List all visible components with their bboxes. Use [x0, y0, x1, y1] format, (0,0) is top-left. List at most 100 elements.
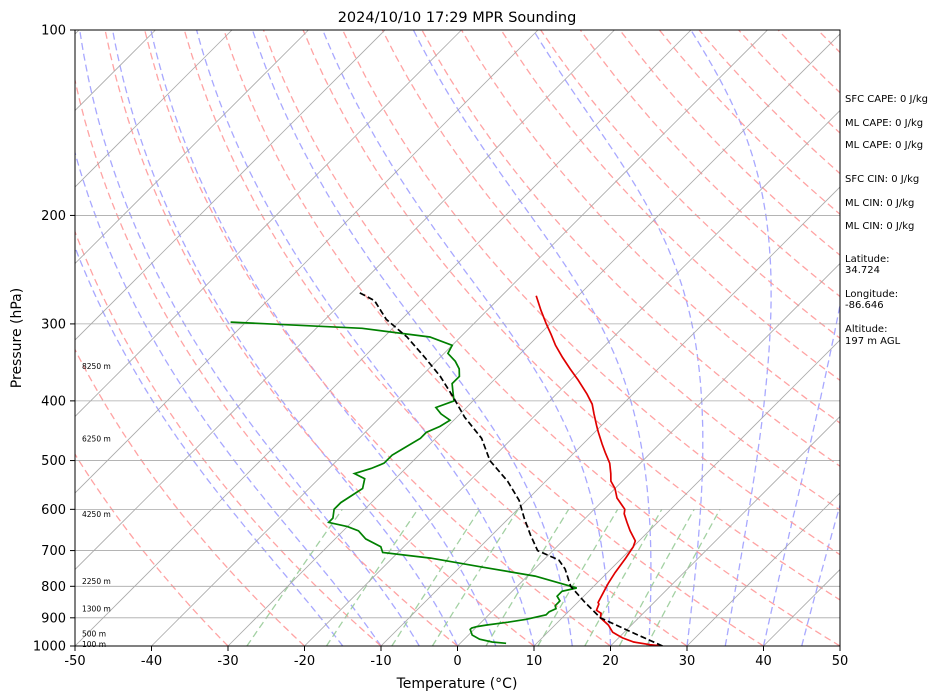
- x-tick-label: 40: [755, 654, 772, 669]
- height-label: 500 m: [82, 630, 106, 639]
- x-tick-label: 10: [526, 654, 543, 669]
- y-axis-ticks: 1000 900 800 700 600 500 400 300 200 100: [33, 24, 75, 655]
- isotherm-line: [227, 33, 840, 646]
- x-tick-label: -10: [370, 654, 391, 669]
- x-tick-label: -40: [141, 654, 162, 669]
- moist-adiabat-line: [150, 30, 497, 646]
- dry-adiabat-line: [223, 30, 764, 646]
- moist-adiabat-line: [75, 150, 382, 646]
- dry-adiabat-line: [540, 30, 840, 340]
- dry-adiabat-line: [262, 30, 840, 646]
- dry-adiabat-line: [183, 30, 688, 646]
- isotherm-line: [75, 30, 462, 418]
- isotherms: [0, 30, 840, 646]
- y-tick-label: 1000: [33, 640, 66, 655]
- dry-adiabat-line: [500, 30, 840, 382]
- dry-adiabats: [75, 30, 840, 646]
- dry-adiabat-line: [75, 77, 458, 646]
- dry-adiabat-line: [579, 30, 840, 298]
- latitude-label: Latitude:: [845, 254, 890, 265]
- moist-adiabat-line: [322, 30, 612, 646]
- moist-adiabat-line: [111, 30, 459, 646]
- moist-adiabat-line: [75, 245, 344, 646]
- stat-sfc-cape: SFC CAPE: 0 J/kg: [845, 94, 928, 105]
- isotherm-line: [151, 30, 768, 646]
- moist-adiabat-line: [690, 30, 772, 646]
- stat-ml-cape: ML CAPE: 0 J/kg: [845, 118, 923, 129]
- height-label: 1300 m: [82, 605, 111, 614]
- isotherm-line: [75, 30, 309, 265]
- stat-sfc-cin: SFC CIN: 0 J/kg: [845, 174, 919, 185]
- plot-frame: [74, 29, 841, 647]
- y-tick-label: 900: [41, 611, 66, 626]
- altitude-value: 197 m AGL: [845, 336, 901, 347]
- dry-adiabat-line: [75, 348, 305, 646]
- isotherm-line: [75, 30, 386, 341]
- stat-ml-cin-2: ML CIN: 0 J/kg: [845, 221, 914, 232]
- latitude-value: 34.724: [845, 265, 880, 276]
- dry-adiabat-line: [75, 452, 229, 646]
- height-label: 6250 m: [82, 434, 111, 443]
- stat-ml-cin: ML CIN: 0 J/kg: [845, 198, 914, 209]
- y-tick-label: 200: [41, 209, 66, 224]
- isotherm-line: [533, 339, 840, 646]
- moist-adiabat-line: [412, 30, 652, 646]
- dry-adiabat-line: [144, 30, 611, 646]
- y-axis-label: Pressure (hPa): [9, 288, 25, 388]
- isotherm-line: [380, 186, 840, 646]
- dry-adiabat-line: [381, 30, 840, 511]
- y-tick-label: 100: [41, 24, 66, 39]
- y-tick-label: 800: [41, 580, 66, 595]
- isotherm-line: [75, 30, 615, 571]
- mixing-ratio-line: [431, 508, 519, 646]
- moist-adiabat-line: [79, 30, 420, 646]
- y-tick-label: 300: [41, 317, 66, 332]
- moist-adiabats: [75, 30, 840, 646]
- longitude-label: Longitude:: [845, 289, 898, 300]
- isotherm-line: [75, 30, 233, 188]
- y-tick-label: 500: [41, 454, 66, 469]
- isotherm-line: [75, 30, 539, 494]
- mixing-ratio-line: [485, 508, 570, 646]
- isotherm-line: [75, 30, 692, 646]
- dry-adiabat-line: [460, 30, 840, 424]
- y-tick-label: 700: [41, 544, 66, 559]
- isobars: [75, 30, 840, 646]
- height-label: 8250 m: [82, 362, 111, 371]
- isotherm-line: [686, 492, 840, 646]
- dry-adiabat-line: [302, 30, 840, 601]
- moist-adiabat-line: [251, 30, 573, 646]
- height-label: 100 m: [82, 640, 106, 649]
- y-tick-label: 600: [41, 503, 66, 518]
- dry-adiabat-line: [104, 30, 535, 646]
- moist-adiabat-line: [762, 301, 840, 646]
- mixing-ratio-line: [391, 508, 481, 646]
- moist-adiabat-line: [195, 30, 535, 646]
- x-axis-ticks: -50 -40 -30 -20 -10 0 10 20 30 40 50: [64, 646, 848, 669]
- isotherm-line: [610, 415, 840, 646]
- dewpoint-profile: [230, 321, 577, 645]
- isotherm-line: [457, 262, 840, 646]
- parcel-path: [359, 291, 663, 646]
- chart-title: 2024/10/10 17:29 MPR Sounding: [338, 10, 577, 26]
- x-tick-label: 30: [679, 654, 696, 669]
- x-tick-label: -50: [64, 654, 85, 669]
- height-label: 2250 m: [82, 577, 111, 586]
- moist-adiabat-line: [532, 30, 704, 646]
- isotherm-line: [0, 30, 3, 646]
- sounding-profiles: [230, 291, 663, 646]
- y-tick-label: 400: [41, 394, 66, 409]
- x-axis-label: Temperature (°C): [396, 676, 518, 692]
- stat-ml-cape-2: ML CAPE: 0 J/kg: [845, 140, 923, 151]
- height-label: 4250 m: [82, 510, 111, 519]
- x-tick-label: 50: [832, 654, 849, 669]
- x-tick-label: 20: [602, 654, 619, 669]
- altitude-label: Altitude:: [845, 324, 887, 335]
- temperature-profile: [535, 295, 663, 646]
- stats-panel: SFC CAPE: 0 J/kg ML CAPE: 0 J/kg ML CAPE…: [845, 94, 928, 347]
- x-tick-label: -20: [294, 654, 315, 669]
- x-tick-label: 0: [453, 654, 461, 669]
- x-tick-label: -30: [217, 654, 238, 669]
